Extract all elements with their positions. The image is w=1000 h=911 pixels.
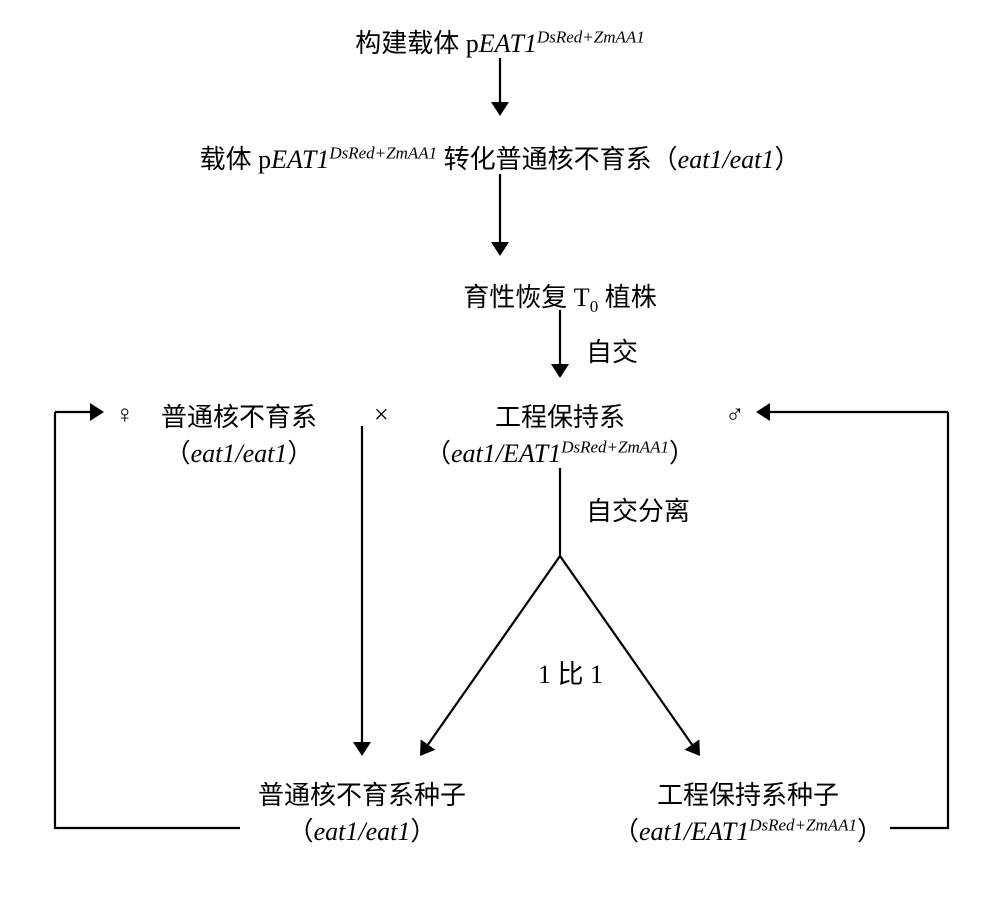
node-maintainer-geno: （eat1/EAT1DsRed+ZmAA1）: [425, 436, 695, 471]
msg-it1: eat1/EAT1: [639, 817, 749, 846]
label-ratio: 1 比 1: [538, 654, 603, 691]
node-sterile-seed-geno: （eat1/eat1）: [288, 814, 437, 849]
female-symbol: ♀: [115, 400, 135, 430]
ssg-open: （: [288, 817, 314, 846]
n2-it1: EAT1: [271, 145, 329, 174]
mg-close: ）: [669, 439, 695, 468]
n2-sup: DsRed+ZmAA1: [329, 143, 437, 162]
node-maintainer-title: 工程保持系: [495, 400, 625, 435]
n3-suffix: 植株: [598, 283, 657, 312]
cross-symbol: ×: [374, 400, 389, 430]
node-sterile-geno: （eat1/eat1）: [165, 436, 314, 471]
msg-close: ）: [857, 817, 883, 846]
n2-suffix: ）: [774, 145, 800, 174]
n2-it2: eat1/eat1: [678, 145, 775, 174]
mg-sup: DsRed+ZmAA1: [561, 437, 669, 456]
ssg-close: ）: [410, 817, 436, 846]
node-sterile-seed-title: 普通核不育系种子: [258, 778, 466, 813]
sg-close: ）: [287, 439, 313, 468]
msg-sup: DsRed+ZmAA1: [749, 815, 857, 834]
node-sterile-title: 普通核不育系: [161, 400, 317, 435]
n2-prefix: 载体 p: [200, 145, 272, 174]
ssg-it: eat1/eat1: [314, 817, 411, 846]
label-self-segregation: 自交分离: [586, 491, 690, 528]
male-symbol: ♂: [725, 400, 745, 430]
mg-open: （: [425, 439, 451, 468]
sg-it: eat1/eat1: [191, 439, 288, 468]
n1-italic: EAT1: [479, 29, 537, 58]
n2-mid: 转化普通核不育系（: [437, 145, 678, 174]
node-transform-line: 载体 pEAT1DsRed+ZmAA1 转化普通核不育系（eat1/eat1）: [0, 142, 1000, 177]
n3-sub: 0: [590, 297, 599, 316]
msg-open: （: [613, 817, 639, 846]
mg-it1: eat1/EAT1: [451, 439, 561, 468]
n3-prefix: 育性恢复 T: [463, 283, 589, 312]
node-construct-vector: 构建载体 pEAT1DsRed+ZmAA1: [0, 26, 1000, 61]
n1-plain: 构建载体 p: [355, 29, 479, 58]
label-self-cross-1: 自交: [586, 332, 638, 369]
sg-open: （: [165, 439, 191, 468]
node-maint-seed-title: 工程保持系种子: [657, 778, 839, 813]
node-t0-plant: 育性恢复 T0 植株: [463, 280, 656, 319]
node-maint-seed-geno: （eat1/EAT1DsRed+ZmAA1）: [613, 814, 883, 849]
n1-sup: DsRed+ZmAA1: [537, 27, 645, 46]
